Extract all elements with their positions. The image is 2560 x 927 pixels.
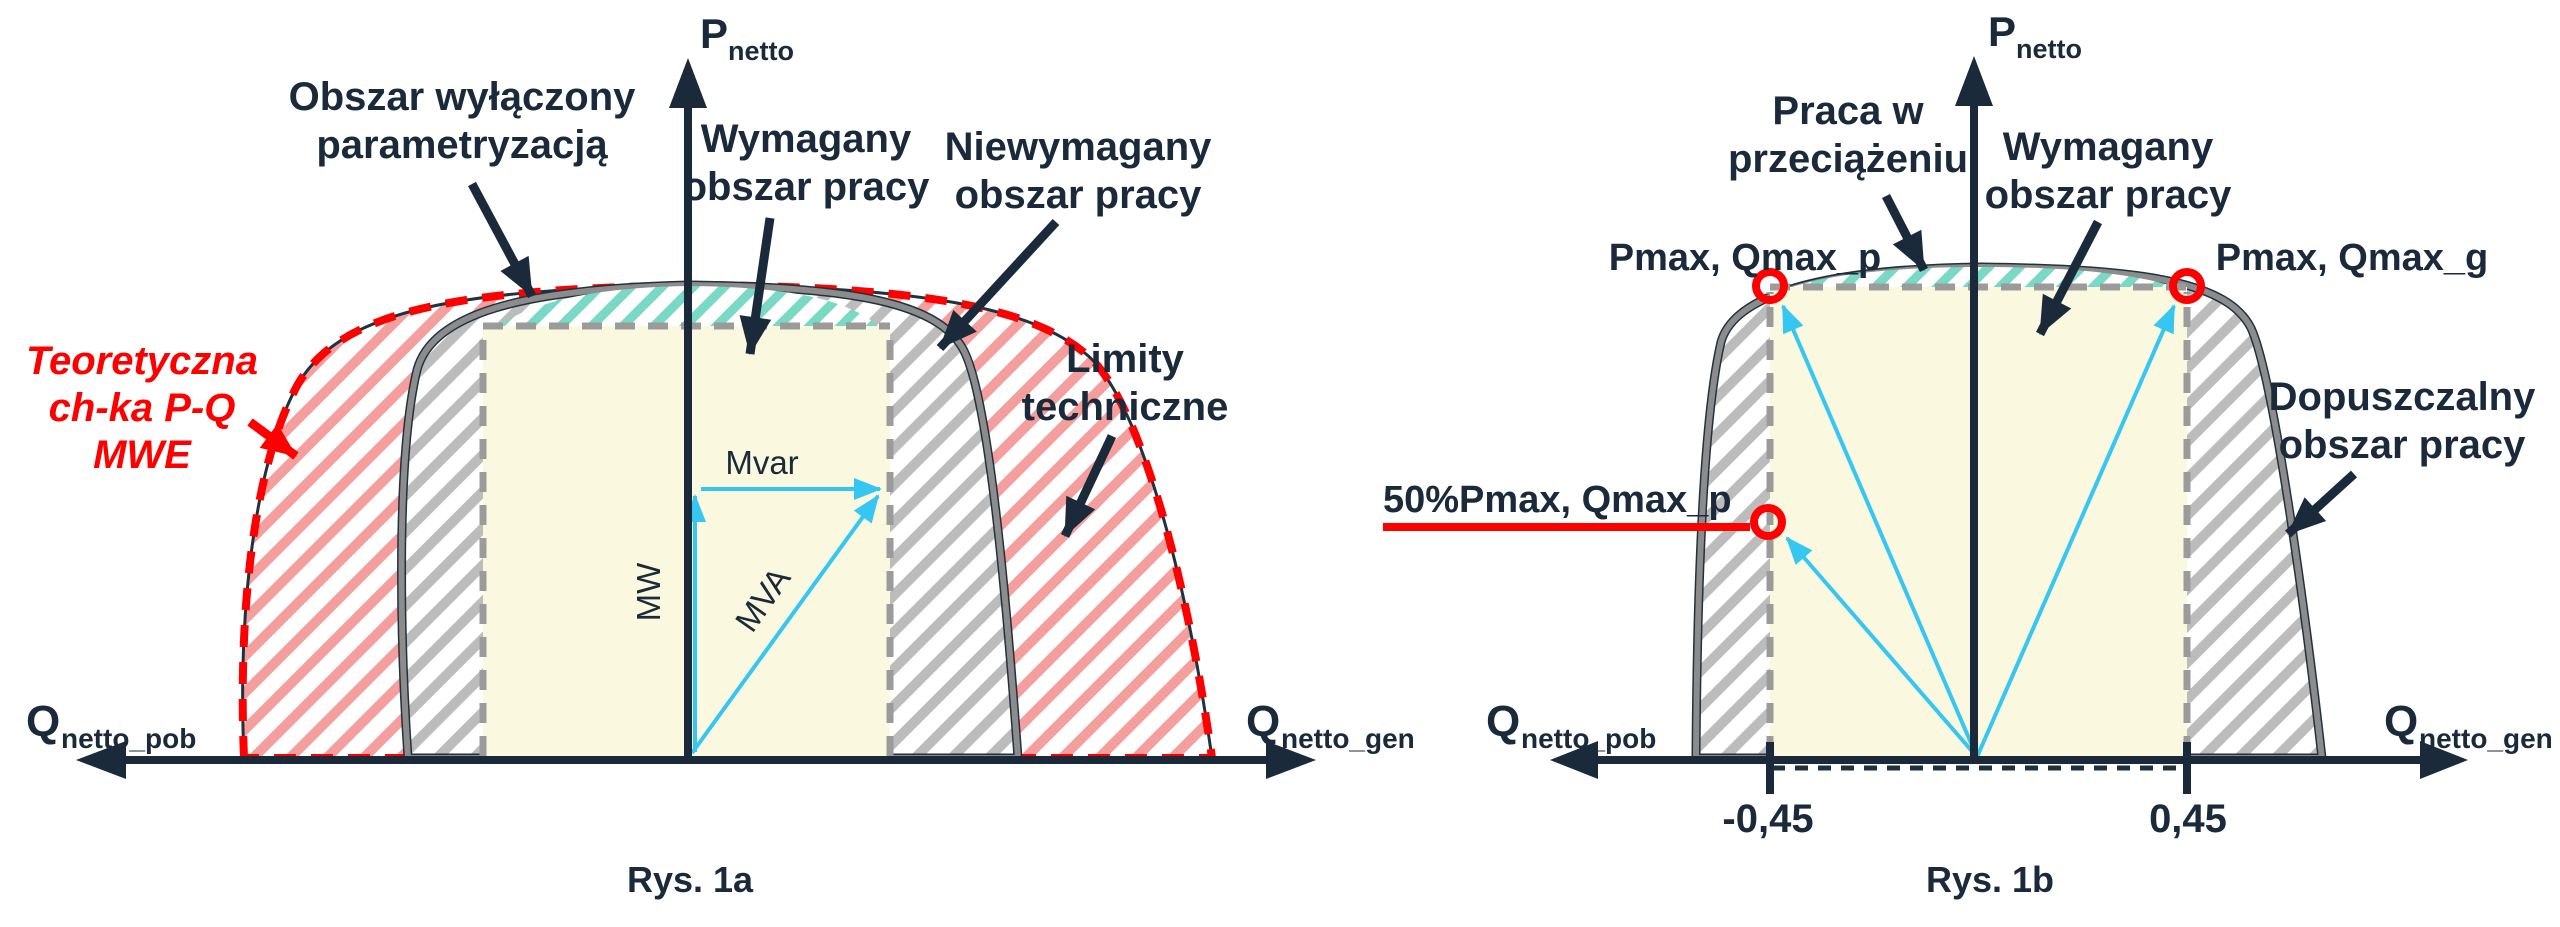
q-left-label: Q [26, 697, 60, 746]
not-required-label-line1: Niewymagany [945, 125, 1213, 169]
leader-required [739, 217, 775, 355]
leader-arrows-1a [468, 181, 1117, 538]
theoretical-label-line1: Teoretyczna [26, 339, 258, 383]
p-axis-sub: netto [728, 36, 794, 66]
excluded-label-line1: Obszar wyłączony [289, 75, 637, 119]
point-halfpmax-qmaxp [1750, 504, 1786, 540]
limits-label-line2: techniczne [1022, 385, 1229, 429]
allowed-label-line1: Dopuszczalny [2269, 375, 2536, 419]
q-axis-arrow-right [1266, 741, 1316, 779]
leader-arrows-1b [1881, 193, 2358, 538]
axes-1a [76, 58, 1316, 779]
p-axis-label: P [700, 10, 728, 57]
vector-pmax-qmaxp [1781, 304, 1979, 758]
q-left-label-1b: Q [1486, 697, 1520, 746]
caption-1a: Rys. 1a [627, 859, 754, 900]
p-axis-sub-1b: netto [2016, 34, 2082, 64]
vector-halfpmax-qmaxp [1785, 536, 1979, 759]
leader-limits [1060, 434, 1117, 538]
power-vectors [684, 478, 882, 755]
axes-1b [1550, 56, 2468, 794]
point-pmax-qmaxp [1752, 268, 1788, 304]
caption-1b: Rys. 1b [1926, 859, 2054, 900]
theoretical-pq-boundary-dashed [238, 280, 1217, 762]
required-label-line1: Wymagany [701, 117, 912, 161]
tick-negative-label: -0,45 [1722, 797, 1813, 841]
leader-not-required [936, 218, 1060, 352]
leader-allowed [2284, 470, 2358, 538]
q-left-sub-1b: netto_pob [1521, 723, 1656, 754]
pmax-qmaxp-label: Pmax, Qmax_p [1609, 237, 1881, 279]
mw-label: MW [630, 562, 667, 621]
limits-label-line1: Limity [1066, 337, 1185, 381]
vector-pmax-qmaxg [1975, 304, 2176, 758]
figure-1b: -0,45 0,45 P netto Q netto_pob Q netto_g… [1383, 8, 2553, 900]
tick-positive-label: 0,45 [2149, 797, 2227, 841]
allowed-label-line2: obszar pracy [2279, 423, 2527, 467]
p-axis-label-1b: P [1988, 8, 2016, 55]
q-axis-arrow-right-1b [2420, 741, 2468, 779]
leader-required-1b [2036, 219, 2102, 337]
q-axis-arrow-left [76, 741, 126, 779]
excluded-label-line2: parametryzacją [316, 123, 608, 167]
q-right-label-1b: Q [2384, 697, 2418, 746]
q-right-sub-1b: netto_gen [2419, 723, 2553, 754]
q-right-label: Q [1246, 697, 1280, 746]
q-left-sub: netto_pob [61, 723, 196, 754]
required-area-1b [1770, 287, 2187, 758]
overload-area-teal [1792, 267, 2176, 287]
pmax-qmaxg-label: Pmax, Qmax_g [2216, 237, 2488, 279]
leader-excluded [468, 181, 536, 299]
mvar-label: Mvar [725, 444, 798, 481]
p-axis-arrow-1b [1955, 56, 1993, 106]
not-required-label-line2: obszar pracy [955, 173, 1203, 217]
mva-vector [690, 494, 880, 755]
required-label-line2: obszar pracy [683, 165, 931, 209]
required-label-line2-1b: obszar pracy [1985, 173, 2233, 217]
p-axis-arrow [669, 58, 707, 108]
halfpmax-label: 50%Pmax, Qmax_p [1383, 479, 1732, 521]
q-axis-arrow-left-1b [1550, 741, 1598, 779]
figure-1a: Mvar MW MVA P netto Q netto_pob Q netto_… [26, 10, 1415, 900]
overload-label-line1: Praca w [1772, 89, 1924, 133]
operating-point-vectors [1781, 304, 2176, 759]
theoretical-label-line3: MWE [93, 433, 192, 477]
q-right-sub: netto_gen [1281, 723, 1415, 754]
point-pmax-qmaxg [2169, 268, 2205, 304]
required-label-line1-1b: Wymagany [2003, 125, 2214, 169]
theoretical-label-line2: ch-ka P-Q [49, 386, 236, 430]
leader-theoretical [247, 418, 299, 460]
leader-overload [1881, 193, 1929, 273]
overload-label-line2: przeciążeniu [1728, 137, 1968, 181]
